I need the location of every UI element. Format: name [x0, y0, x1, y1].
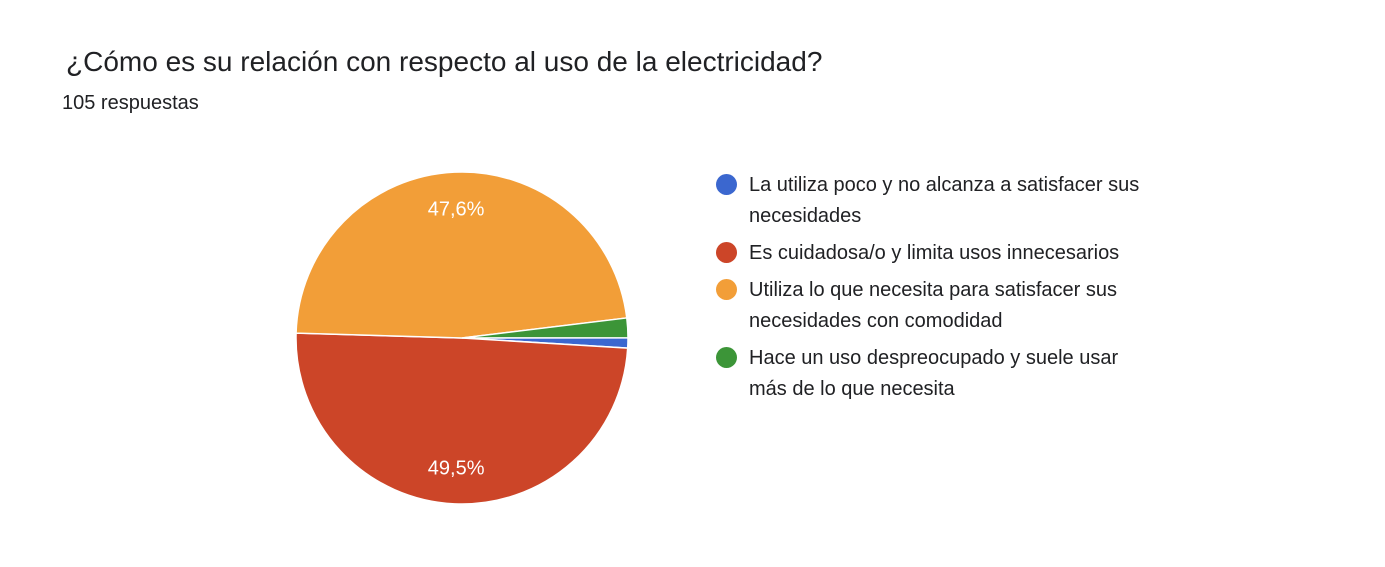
slice-percent-label: 47,6% [428, 199, 485, 221]
slice-despreocupado[interactable] [461, 317, 629, 339]
legend-item-utiliza[interactable]: Utiliza lo que necesita para satisfacer … [716, 275, 1156, 337]
legend-swatch [716, 174, 737, 195]
legend-label: La utiliza poco y no alcanza a satisface… [749, 174, 1140, 227]
legend-item-despreocupado[interactable]: Hace un uso despreocupado y suele usar m… [716, 343, 1156, 405]
legend: La utiliza poco y no alcanza a satisface… [716, 170, 1156, 411]
chart-title: ¿Cómo es su relación con respecto al uso… [66, 46, 823, 77]
legend-label: Hace un uso despreocupado y suele usar m… [749, 347, 1119, 400]
legend-swatch [716, 347, 737, 368]
legend-label: Es cuidadosa/o y limita usos innecesario… [749, 242, 1120, 264]
slice-utiliza[interactable] [295, 171, 628, 339]
legend-label: Utiliza lo que necesita para satisfacer … [749, 279, 1117, 332]
legend-item-poco[interactable]: La utiliza poco y no alcanza a satisface… [716, 170, 1156, 232]
legend-item-cuidadosa[interactable]: Es cuidadosa/o y limita usos innecesario… [716, 238, 1156, 269]
slice-cuidadosa[interactable] [295, 332, 629, 505]
legend-swatch [716, 279, 737, 300]
response-count: 105 respuestas [62, 92, 199, 114]
slice-percent-label: 49,5% [428, 457, 485, 479]
legend-swatch [716, 242, 737, 263]
